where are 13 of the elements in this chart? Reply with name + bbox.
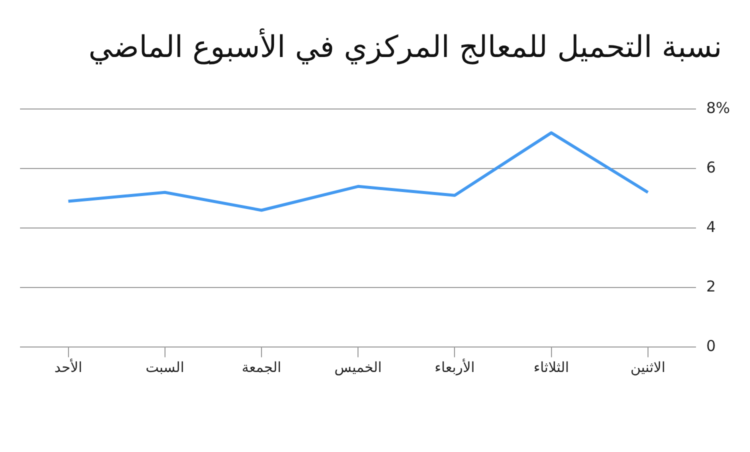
x-tick-label: الاثنين <box>630 360 666 376</box>
chart-title: نسبة التحميل للمعالج المركزي في الأسبوع الماضي <box>87 30 722 65</box>
x-tick-label: الخميس <box>334 360 382 376</box>
x-tick-label: الأحد <box>54 358 82 376</box>
x-tick-label: الثلاثاء <box>534 360 570 376</box>
x-tick-label: السبت <box>146 360 184 376</box>
x-tick-label: الجمعة <box>242 360 282 376</box>
y-tick-label: 8% <box>706 98 730 117</box>
y-tick-label: 0 <box>706 337 716 356</box>
y-tick-label: 6 <box>706 158 716 176</box>
y-tick-label: 2 <box>706 278 716 296</box>
y-tick-label: 4 <box>706 218 716 236</box>
x-tick-label: الأربعاء <box>434 358 475 376</box>
